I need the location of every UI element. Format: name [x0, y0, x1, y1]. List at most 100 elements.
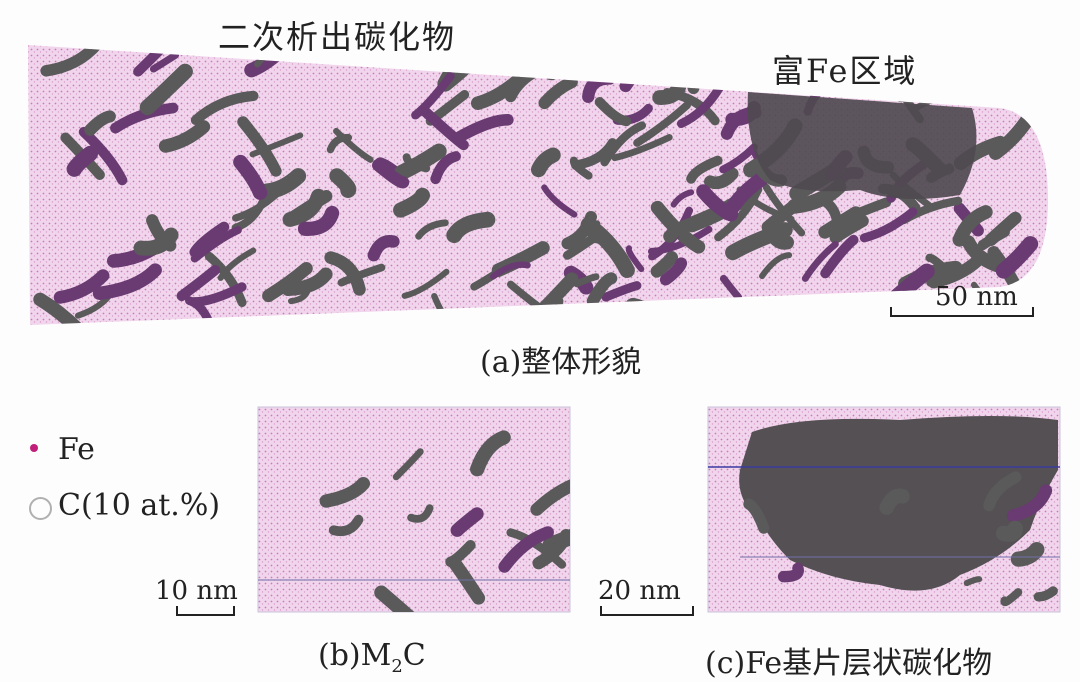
caption-b: (b)M2C — [318, 638, 426, 677]
carbide-particle — [491, 55, 519, 77]
carbide-particle — [1006, 484, 1053, 522]
carbide-particle — [281, 267, 333, 297]
carbide-particle — [777, 562, 804, 583]
carbide-particle — [498, 526, 554, 573]
scale-bar-c-label: 20 nm — [598, 576, 681, 606]
precipitates-label: 二次析出碳化物 — [218, 18, 457, 56]
carbide-particle — [297, 205, 340, 236]
carbide-particle — [447, 556, 486, 605]
carbide-particle — [190, 226, 242, 263]
carbide-particle — [761, 193, 809, 234]
panel-b-carbides — [319, 430, 570, 612]
carbide-particle — [619, 58, 650, 93]
carbide-particle — [450, 507, 484, 537]
carbide-particle — [511, 45, 584, 69]
carbide-particle — [367, 234, 400, 262]
carbide-particle — [913, 74, 963, 111]
carbide-particle — [580, 217, 635, 278]
carbide-particle — [319, 476, 371, 508]
carbide-particle — [663, 213, 715, 243]
scale-bar-b — [176, 606, 235, 616]
scale-bar-c — [600, 606, 694, 616]
carbide-particle — [282, 188, 326, 227]
carbide-particle — [374, 585, 415, 612]
carbide-particle — [190, 90, 259, 126]
caption-b-subscript: 2 — [391, 656, 403, 677]
carbide-particle — [859, 207, 918, 243]
carbide-particle — [149, 51, 180, 73]
carbide-particle — [543, 45, 601, 81]
carbide-particle — [454, 114, 514, 143]
scale-bar-b-label: 10 nm — [155, 576, 238, 606]
carbide-particle — [759, 252, 793, 280]
carbide-particle — [262, 261, 313, 303]
carbide-particle — [530, 479, 570, 516]
carbide-particle — [601, 281, 642, 302]
fe-rich-label: 富Fe区域 — [772, 52, 918, 90]
panel-c-carbides — [743, 471, 1058, 607]
carbide-particle — [957, 71, 993, 100]
carbide-particle — [158, 120, 211, 153]
carbide-particle — [1000, 588, 1023, 607]
carbide-particle — [53, 269, 110, 304]
carbide-particle — [611, 134, 673, 162]
carbide-particle — [419, 106, 469, 151]
carbide-particle — [1010, 541, 1045, 567]
carbide-particle — [139, 63, 193, 116]
caption-b-suffix: C — [402, 638, 426, 673]
carbide-particle — [531, 147, 561, 178]
carbide-particle — [967, 45, 1016, 76]
caption-a: (a)整体形貌 — [480, 345, 642, 380]
carbide-particle — [407, 504, 434, 523]
scale-bar-a-label: 50 nm — [935, 282, 1018, 312]
carbide-particle — [333, 127, 374, 163]
carbide-particle — [110, 102, 179, 134]
carbide-particle — [963, 576, 983, 587]
legend-fe: Fe — [58, 432, 95, 467]
carbide-particle — [402, 153, 431, 173]
legend-c: C(10 at.%) — [58, 488, 221, 523]
carbide-particle — [288, 288, 311, 305]
carbide-particle — [594, 97, 632, 127]
carbide-particle — [641, 45, 686, 84]
carbide-particle — [662, 88, 720, 126]
carbide-particle — [659, 257, 688, 286]
carbide-particle — [372, 159, 410, 189]
carbide-particle — [217, 247, 257, 281]
carbide-particle — [326, 133, 353, 154]
carbide-particle — [411, 71, 455, 120]
carbide-particle — [829, 214, 869, 244]
carbide-particle — [1033, 586, 1058, 602]
carbide-particle — [714, 185, 763, 242]
carbide-particle — [532, 528, 570, 570]
carbide-particle — [541, 184, 578, 218]
carbide-particle — [233, 154, 268, 200]
carbide-particle — [952, 205, 993, 247]
carbide-particle — [670, 189, 695, 208]
carbide-particle — [490, 261, 531, 280]
carbide-particle — [633, 101, 691, 147]
carbide-particle — [133, 227, 179, 256]
carbide-particle — [725, 222, 793, 261]
carbide-particle — [392, 448, 424, 481]
carbide-particle — [600, 121, 647, 167]
carbide-particle — [470, 430, 511, 477]
carbide-particle — [624, 297, 664, 325]
carbide-particle — [820, 234, 859, 279]
carbide-particle — [401, 268, 450, 299]
carbide-particle — [249, 132, 304, 158]
carbide-particle — [719, 274, 743, 301]
carbide-particle — [84, 110, 116, 136]
carbide-particle — [696, 184, 739, 222]
carbide-particle — [676, 62, 700, 95]
scale-bar-a — [890, 307, 1034, 317]
carbide-particle — [259, 168, 307, 200]
carbide-particle — [176, 264, 221, 302]
carbide-particle — [33, 292, 87, 325]
panel-b-box — [257, 406, 571, 613]
carbide-particle — [927, 254, 984, 289]
carbide-particle — [686, 155, 723, 184]
carbide-particle — [984, 211, 1022, 247]
